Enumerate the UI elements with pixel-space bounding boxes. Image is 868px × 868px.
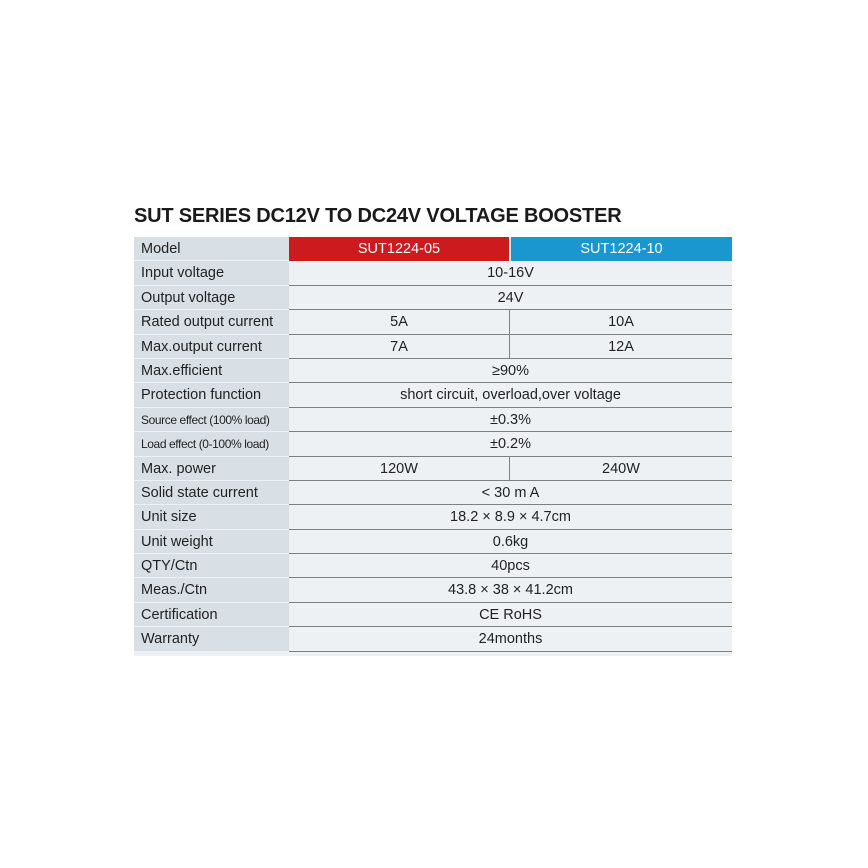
- model-sut1224-05: SUT1224-05: [289, 237, 511, 262]
- row-label: Max.efficient: [134, 358, 289, 384]
- value-cells: ≥90%: [289, 359, 732, 384]
- value-cell: 10-16V: [487, 265, 534, 282]
- page-title: SUT SERIES DC12V TO DC24V VOLTAGE BOOSTE…: [134, 205, 622, 227]
- row-label: Rated output current: [134, 310, 289, 335]
- table-row: Input voltage 10-16V: [134, 261, 732, 286]
- table-row: Unit size 18.2 × 8.9 × 4.7cm: [134, 505, 732, 530]
- value-cells: 120W 240W: [289, 456, 732, 481]
- row-label: Output voltage: [134, 285, 289, 311]
- table-row: Meas./Ctn 43.8 × 38 × 41.2cm: [134, 578, 732, 603]
- row-label: Protection function: [134, 383, 289, 408]
- row-label: QTY/Ctn: [134, 554, 289, 579]
- row-label: Max. power: [134, 456, 289, 481]
- value-cells: 7A 12A: [289, 334, 732, 359]
- table-row: Source effect (100% load) ±0.3%: [134, 407, 732, 433]
- table-header-row: Model SUT1224-05 SUT1224-10: [134, 237, 732, 262]
- table-row: Max.efficient ≥90%: [134, 358, 732, 384]
- table-row: Solid state current < 30 m A: [134, 480, 732, 506]
- value-cells: 0.6kg: [289, 530, 732, 555]
- value-cell: CE RoHS: [479, 606, 542, 623]
- table-row: Protection function short circuit, overlo…: [134, 383, 732, 408]
- value-cells: 10-16V: [289, 261, 732, 286]
- table-row: Max.output current 7A 12A: [134, 334, 732, 359]
- row-label: Model: [134, 237, 289, 262]
- value-cell: 12A: [608, 338, 634, 355]
- value-cells: ±0.2%: [289, 432, 732, 457]
- value-cell: 7A: [289, 334, 510, 358]
- row-label: Load effect (0-100% load): [134, 432, 289, 457]
- value-cell: 24months: [478, 631, 543, 648]
- value-cells: 24months: [289, 627, 732, 652]
- value-cell: ±0.2%: [489, 436, 531, 453]
- table-row: QTY/Ctn 40pcs: [134, 554, 732, 579]
- value-cell: ±0.3%: [489, 411, 531, 428]
- table-row: Warranty 24months: [134, 627, 732, 652]
- value-cells: 43.8 × 38 × 41.2cm: [289, 578, 732, 603]
- row-label: Unit size: [134, 505, 289, 530]
- spec-table: Model SUT1224-05 SUT1224-10 Input voltag…: [134, 237, 732, 656]
- table-row: Max. power 120W 240W: [134, 456, 732, 481]
- value-cell: < 30 m A: [481, 484, 540, 501]
- row-label: Certification: [134, 602, 289, 628]
- value-cell: 43.8 × 38 × 41.2cm: [448, 582, 573, 599]
- value-cells: short circuit, overload,over voltage: [289, 383, 732, 408]
- value-cells: 5A 10A: [289, 310, 732, 335]
- value-cell: short circuit, overload,over voltage: [400, 387, 621, 404]
- row-label: Input voltage: [134, 261, 289, 286]
- value-cell: 5A: [289, 310, 510, 334]
- table-row: Unit weight 0.6kg: [134, 529, 732, 555]
- table-row: Load effect (0-100% load) ±0.2%: [134, 432, 732, 457]
- row-label: Source effect (100% load): [134, 407, 289, 433]
- model-cells: SUT1224-05 SUT1224-10: [289, 237, 732, 262]
- value-cell: 24V: [497, 289, 524, 306]
- value-cell: 120W: [289, 456, 510, 480]
- row-label: Solid state current: [134, 480, 289, 506]
- value-cells: < 30 m A: [289, 481, 732, 506]
- value-cell: ≥90%: [492, 362, 529, 379]
- value-cells: 24V: [289, 286, 732, 311]
- row-label: Unit weight: [134, 529, 289, 555]
- value-cells: 18.2 × 8.9 × 4.7cm: [289, 505, 732, 530]
- value-cell: 240W: [602, 460, 640, 477]
- value-cell: 0.6kg: [492, 533, 529, 550]
- row-label: Max.output current: [134, 334, 289, 359]
- table-row: Rated output current 5A 10A: [134, 310, 732, 335]
- row-label: Warranty: [134, 627, 289, 652]
- table-row: Output voltage 24V: [134, 285, 732, 311]
- value-cell: 18.2 × 8.9 × 4.7cm: [450, 509, 571, 526]
- value-cell: 10A: [608, 314, 634, 331]
- value-cell: 40pcs: [491, 558, 530, 575]
- value-cells: ±0.3%: [289, 408, 732, 433]
- value-cells: 40pcs: [289, 554, 732, 579]
- model-sut1224-10: SUT1224-10: [511, 237, 732, 262]
- row-label: Meas./Ctn: [134, 578, 289, 603]
- table-row: Certification CE RoHS: [134, 602, 732, 628]
- value-cells: CE RoHS: [289, 603, 732, 628]
